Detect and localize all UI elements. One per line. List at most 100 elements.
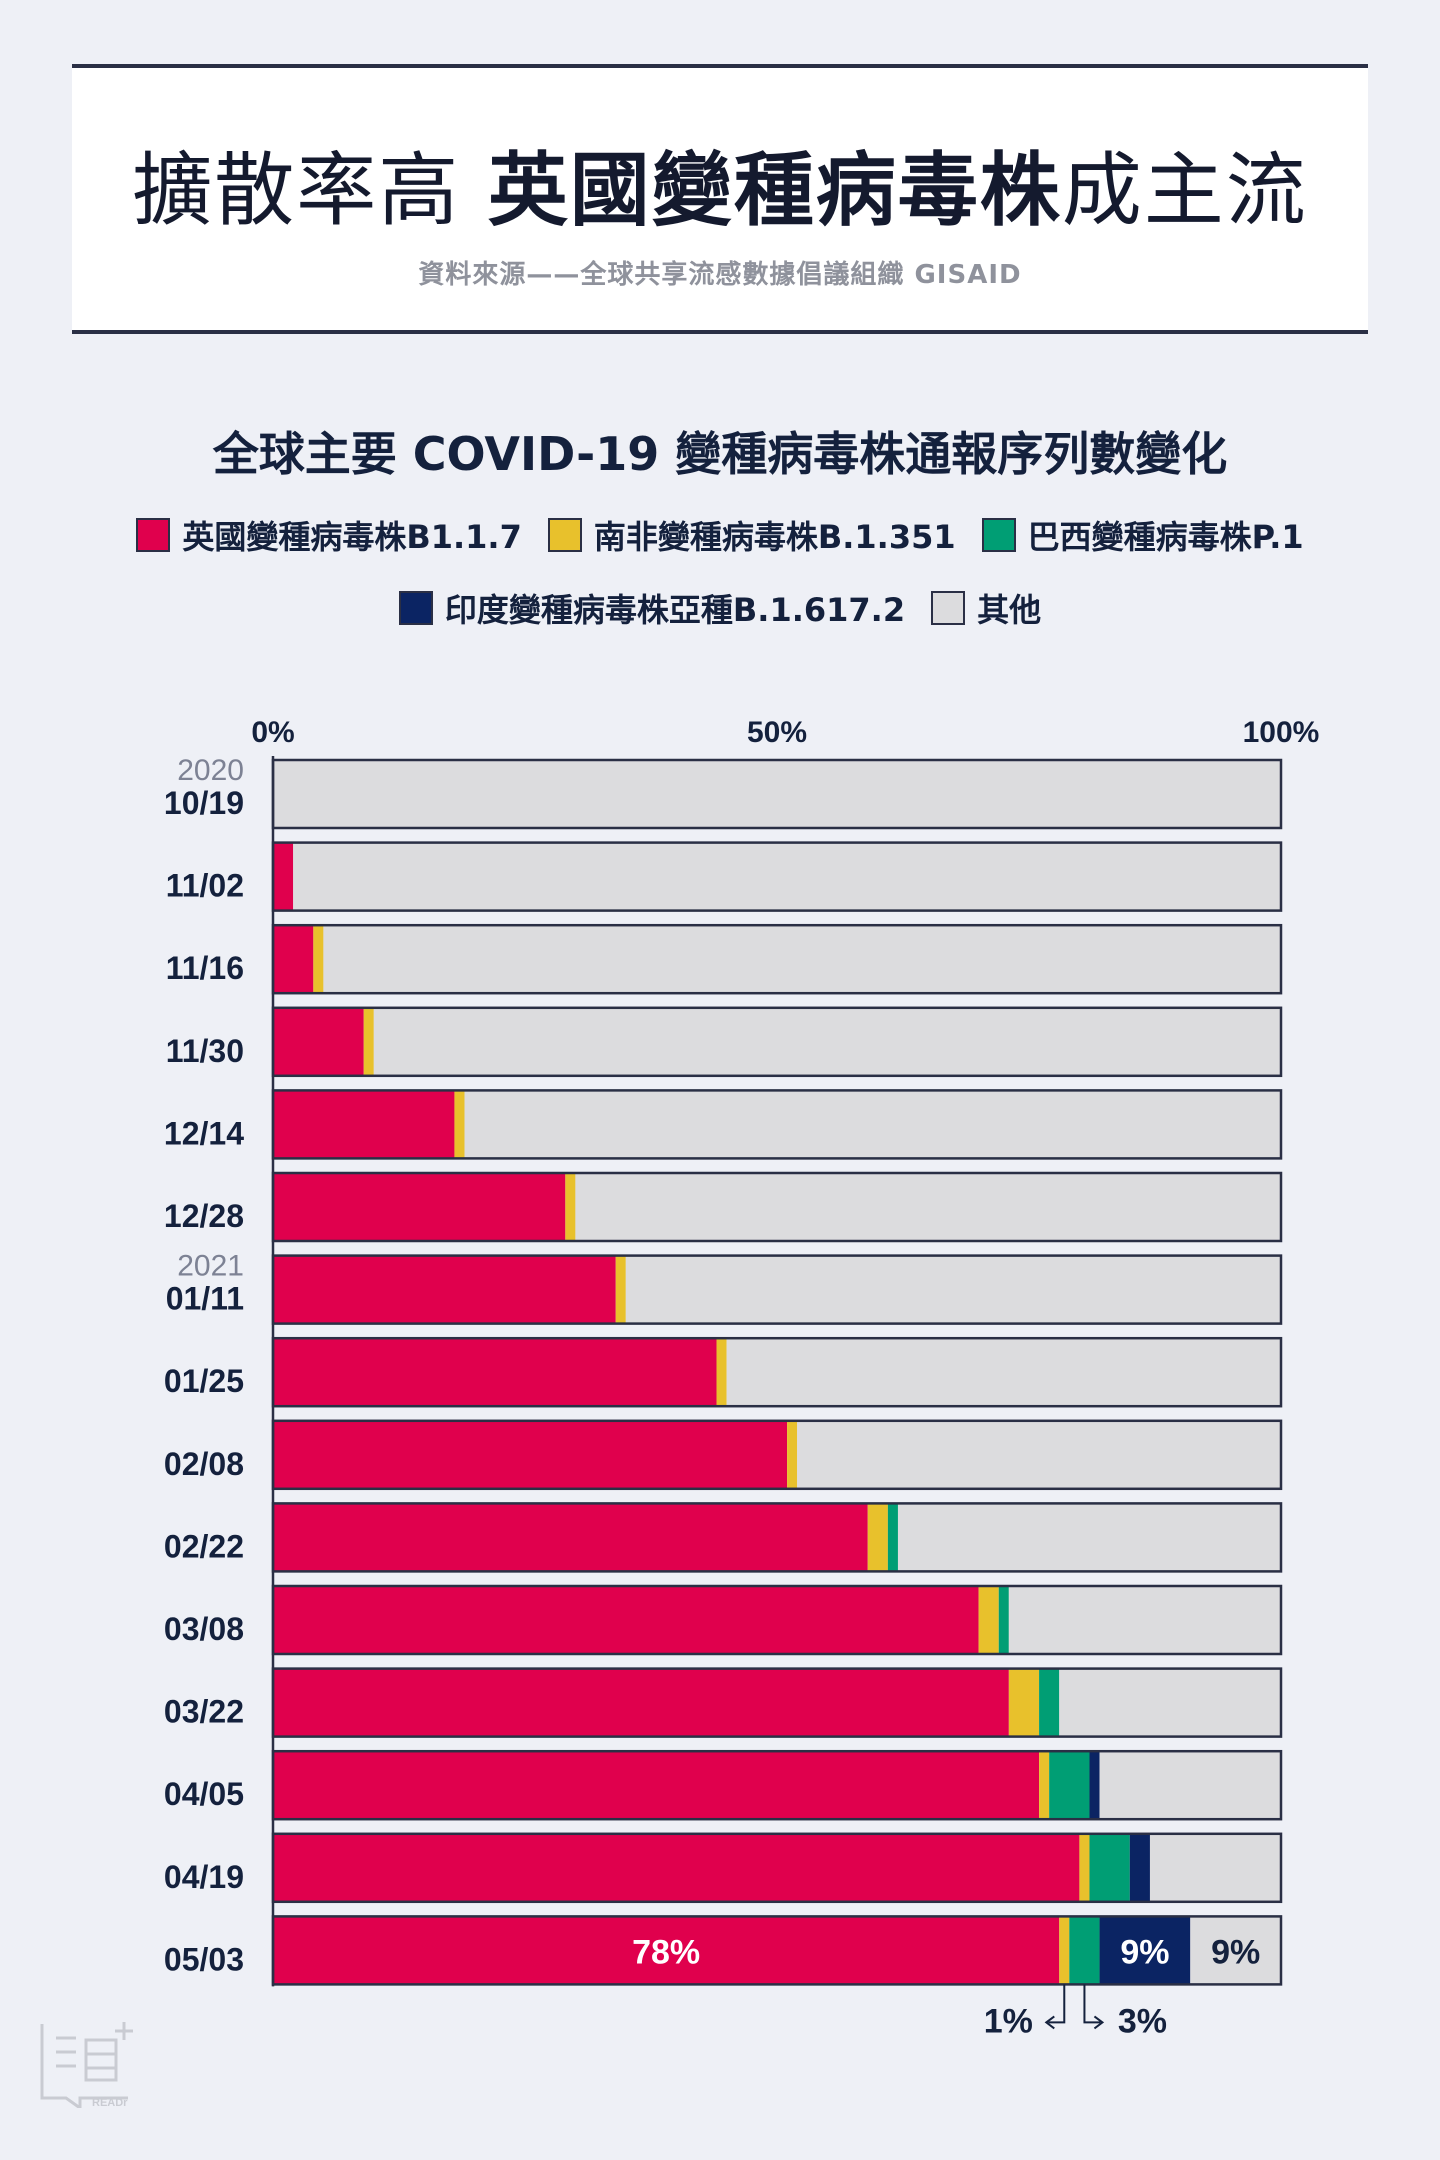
bar-segment: [273, 842, 294, 911]
bar-segment: [1129, 1833, 1150, 1902]
legend-swatch-uk: [136, 518, 171, 552]
legend-item-brazil: 巴西變種病毒株P.1: [981, 512, 1304, 558]
category-label: 03/08: [164, 1611, 244, 1647]
bar-segment: [273, 1586, 979, 1654]
label-india-value: 9%: [1120, 1933, 1169, 1971]
bar-segment: [273, 1338, 717, 1407]
category-label: 02/08: [164, 1446, 244, 1482]
page-title: 擴散率高 英國變種病毒株成主流: [72, 126, 1368, 242]
bar-segment: [1099, 1751, 1281, 1820]
bar-segment: [454, 1090, 465, 1159]
label-brazil-value: 3%: [1118, 2002, 1167, 2040]
bar-segment: [797, 1420, 1281, 1489]
category-label: 12/14: [164, 1115, 244, 1151]
bar-segment: [273, 1255, 616, 1324]
chart-title: 全球主要 COVID-19 變種病毒株通報序列數變化: [212, 427, 1228, 481]
bar-segment: [565, 1173, 576, 1241]
bar-segment: [1069, 1916, 1100, 1985]
bar-segment: [1039, 1668, 1060, 1737]
category-label: 12/28: [164, 1198, 244, 1234]
label-south-africa-value: 1%: [984, 2002, 1033, 2040]
bar-segment: [313, 925, 324, 994]
bar-segment: [887, 1503, 898, 1572]
bar-segment: [1049, 1751, 1090, 1820]
bar-segment: [273, 1503, 868, 1572]
bar-segment: [323, 925, 1281, 994]
bar-segment: [1089, 1751, 1100, 1820]
bar-segment: [293, 842, 1281, 911]
bar-segment: [363, 1007, 374, 1076]
callout-line-brazil: [1083, 1984, 1101, 2024]
legend-swatch-other: [931, 591, 966, 625]
x-tick-label: 100%: [1243, 716, 1320, 749]
bar-segment: [716, 1338, 727, 1407]
legend-row-1: 英國變種病毒株B1.1.7 南非變種病毒株B.1.351 巴西變種病毒株P.1: [0, 512, 1440, 558]
label-uk-value: 78%: [632, 1933, 700, 1971]
bar-segment: [726, 1338, 1281, 1407]
bar-segment: [998, 1586, 1009, 1654]
bar-segment: [1190, 1916, 1281, 1985]
logo-text: READr: [92, 2097, 128, 2108]
legend-row-2: 印度變種病毒株亞種B.1.617.2 其他: [0, 585, 1440, 631]
legend-label-india: 印度變種病毒株亞種B.1.617.2: [444, 591, 906, 629]
bar-segment: [625, 1255, 1281, 1324]
bar-segment: [273, 1751, 1040, 1820]
legend-item-south-africa: 南非變種病毒株B.1.351: [547, 512, 956, 558]
bar-segment: [273, 760, 1281, 828]
category-label: 10/19: [164, 785, 244, 821]
bar-segment: [464, 1090, 1281, 1159]
callout-arrow-south-africa: [1044, 2015, 1055, 2030]
bar-segment: [575, 1173, 1281, 1241]
legend-swatch-south-africa: [547, 518, 582, 552]
bar-segment: [1089, 1833, 1130, 1902]
legend-swatch-brazil: [981, 518, 1016, 552]
bar-segment: [1099, 1916, 1191, 1985]
bar-segment: [273, 1833, 1080, 1902]
legend-label-brazil: 巴西變種病毒株P.1: [1027, 518, 1304, 556]
legend-swatch-india: [398, 591, 433, 625]
title-highlight: 英國變種病毒株: [487, 144, 1062, 237]
legend-item-india: 印度變種病毒株亞種B.1.617.2: [398, 585, 906, 631]
legend-label-uk: 英國變種病毒株B1.1.7: [182, 518, 522, 556]
category-label: 02/22: [164, 1528, 244, 1564]
label-other-value: 9%: [1211, 1933, 1260, 1971]
callout-line-south-africa: [1048, 1984, 1066, 2024]
category-label: 11/16: [166, 950, 244, 986]
bar-segment: [897, 1503, 1281, 1572]
bar-segment: [1079, 1833, 1090, 1902]
bar-segment: [273, 925, 314, 994]
legend-item-uk: 英國變種病毒株B1.1.7: [136, 512, 522, 558]
x-tick-label: 0%: [251, 716, 294, 749]
bar-segment: [273, 1090, 455, 1159]
header-box: 擴散率高 英國變種病毒株成主流 資料來源——全球共享流感數據倡議組織 GISAI…: [72, 64, 1368, 334]
category-label: 01/25: [164, 1363, 244, 1399]
category-label: 05/03: [164, 1941, 244, 1977]
bar-segment: [615, 1255, 626, 1324]
bar-segment: [373, 1007, 1281, 1076]
bar-segment: [1008, 1586, 1281, 1654]
bar-segment: [273, 1916, 1060, 1985]
bar-segment: [1008, 1668, 1040, 1737]
year-label: 2020: [177, 754, 244, 787]
year-label: 2021: [177, 1250, 244, 1283]
category-label: 11/30: [166, 1033, 244, 1069]
bar-segment: [1059, 1916, 1070, 1985]
bar-segment: [273, 1420, 788, 1489]
bar-segment: [1059, 1668, 1281, 1737]
bar-segment: [273, 1173, 566, 1241]
category-label: 01/11: [166, 1281, 244, 1317]
bar-segment: [1039, 1751, 1050, 1820]
bar-segment: [787, 1420, 798, 1489]
legend-label-south-africa: 南非變種病毒株B.1.351: [593, 518, 956, 556]
category-label: 04/05: [164, 1776, 244, 1812]
title-part-2: 成主流: [1061, 144, 1308, 237]
callout-arrow-brazil: [1093, 2015, 1105, 2030]
title-part-1: 擴散率高: [132, 144, 488, 237]
category-label: 03/22: [164, 1694, 244, 1730]
source-note: 資料來源——全球共享流感數據倡議組織 GISAID: [418, 260, 1022, 290]
bar-segment: [978, 1586, 999, 1654]
bar-segment: [867, 1503, 888, 1572]
legend-item-other: 其他: [931, 585, 1041, 631]
bar-segment: [1149, 1833, 1281, 1902]
bar-segment: [273, 1668, 1009, 1737]
